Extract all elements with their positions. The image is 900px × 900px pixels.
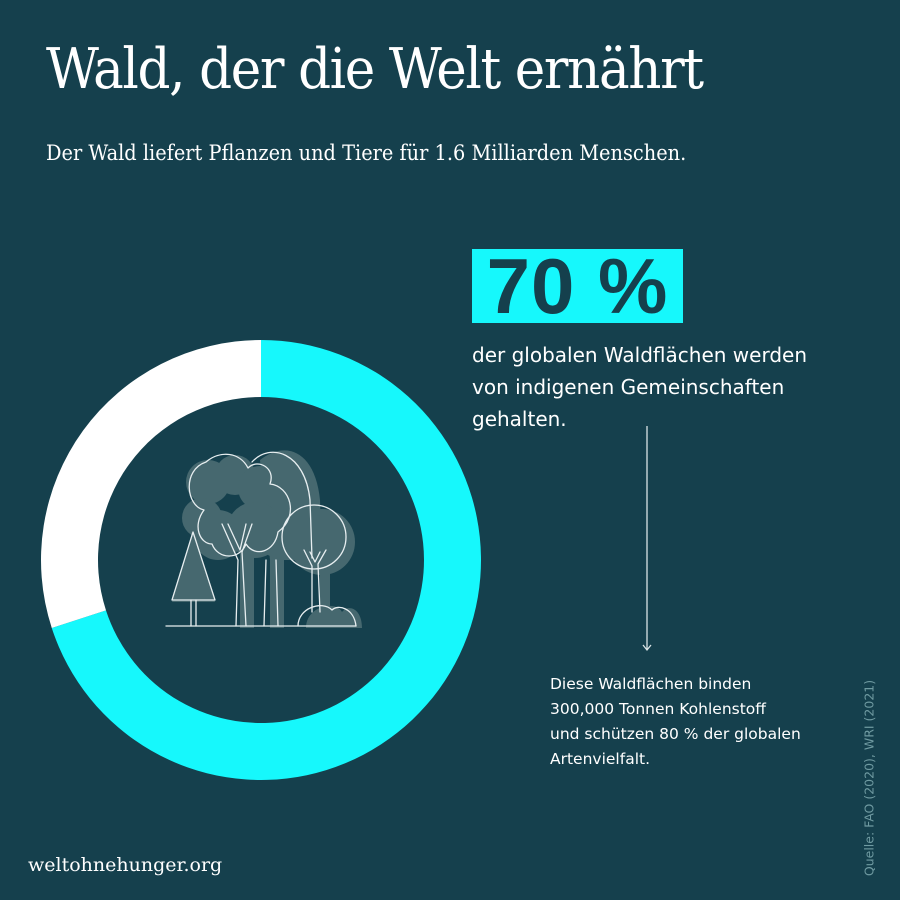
percentage-highlight: 70 % (472, 247, 683, 325)
page-title: Wald, der die Welt ernährt (46, 37, 704, 102)
detail-line: Diese Waldflächen binden (550, 675, 752, 693)
detail-line: Artenvielfalt. (550, 750, 651, 768)
detail-line: und schützen 80 % der globalen (550, 725, 801, 743)
page-subtitle: Der Wald liefert Pflanzen und Tiere für … (46, 141, 687, 166)
donut-chart (41, 340, 481, 780)
arrow-down-icon (642, 426, 652, 652)
source-note: Quelle: FAO (2020), WRI (2021) (861, 679, 877, 877)
description-line: der globalen Waldflächen werden (472, 343, 807, 367)
description-line: gehalten. (472, 407, 567, 431)
description-line: von indigenen Gemeinschaften (472, 375, 785, 399)
donut-segment-1 (41, 340, 261, 628)
detail-text: Diese Waldflächen binden 300,000 Tonnen … (550, 672, 870, 772)
forest-trees-icon (165, 450, 362, 628)
percentage-description: der globalen Waldflächen werden von indi… (472, 339, 872, 435)
website-link[interactable]: weltohnehunger.org (28, 854, 223, 876)
detail-line: 300,000 Tonnen Kohlenstoff (550, 700, 766, 718)
